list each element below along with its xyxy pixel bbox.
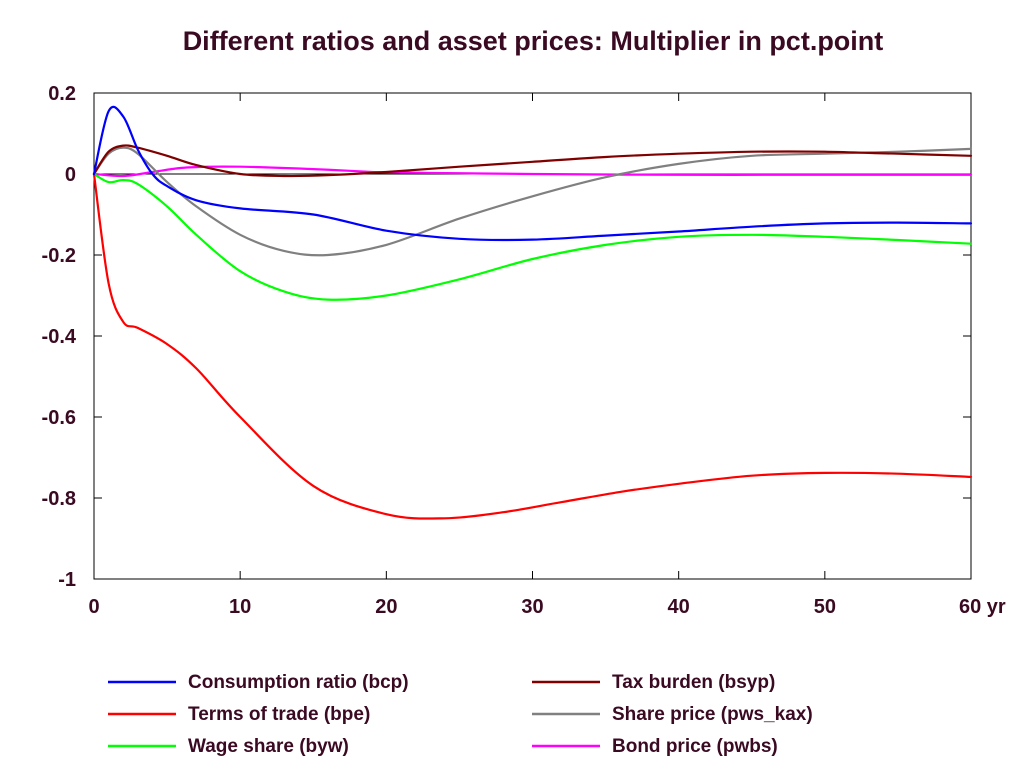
x-axis: 0 10 20 30 40 50 60 yr bbox=[88, 93, 1006, 618]
series-line-byw bbox=[92, 172, 973, 301]
legend-label-bcp: Consumption ratio (bcp) bbox=[188, 672, 409, 693]
x-tick-label: 10 bbox=[229, 596, 251, 618]
y-tick-label: -1 bbox=[58, 569, 76, 591]
legend-label-pwbs: Bond price (pwbs) bbox=[612, 736, 778, 757]
y-tick-label: -0.6 bbox=[42, 407, 76, 429]
x-tick-label: 0 bbox=[88, 596, 99, 618]
y-tick-label: -0.4 bbox=[42, 326, 77, 348]
legend-label-bsyp: Tax burden (bsyp) bbox=[612, 672, 775, 693]
chart-title: Different ratios and asset prices: Multi… bbox=[183, 26, 884, 56]
x-tick-label: 60 yr bbox=[959, 596, 1006, 618]
legend-label-bpe: Terms of trade (bpe) bbox=[188, 704, 370, 725]
y-tick-label: 0 bbox=[65, 164, 76, 186]
y-axis: 0.2 0 -0.2 -0.4 -0.6 -0.8 -1 bbox=[42, 83, 971, 591]
series-line-bpe bbox=[92, 172, 973, 520]
y-tick-label: -0.2 bbox=[42, 245, 76, 267]
series-line-pws-kax bbox=[92, 146, 973, 257]
x-tick-label: 40 bbox=[668, 596, 690, 618]
x-tick-label: 30 bbox=[521, 596, 543, 618]
series-lines bbox=[92, 105, 973, 520]
series-line-bsyp bbox=[92, 144, 973, 178]
y-tick-label: -0.8 bbox=[42, 488, 76, 510]
legend-label-pws-kax: Share price (pws_kax) bbox=[612, 704, 813, 725]
x-tick-label: 50 bbox=[814, 596, 836, 618]
x-tick-label: 20 bbox=[375, 596, 397, 618]
series-line-pwbs bbox=[92, 165, 973, 178]
series-line-bcp bbox=[92, 105, 973, 242]
legend-label-byw: Wage share (byw) bbox=[188, 736, 349, 757]
y-tick-label: 0.2 bbox=[48, 83, 76, 105]
legend: Consumption ratio (bcp) Terms of trade (b… bbox=[108, 672, 813, 757]
